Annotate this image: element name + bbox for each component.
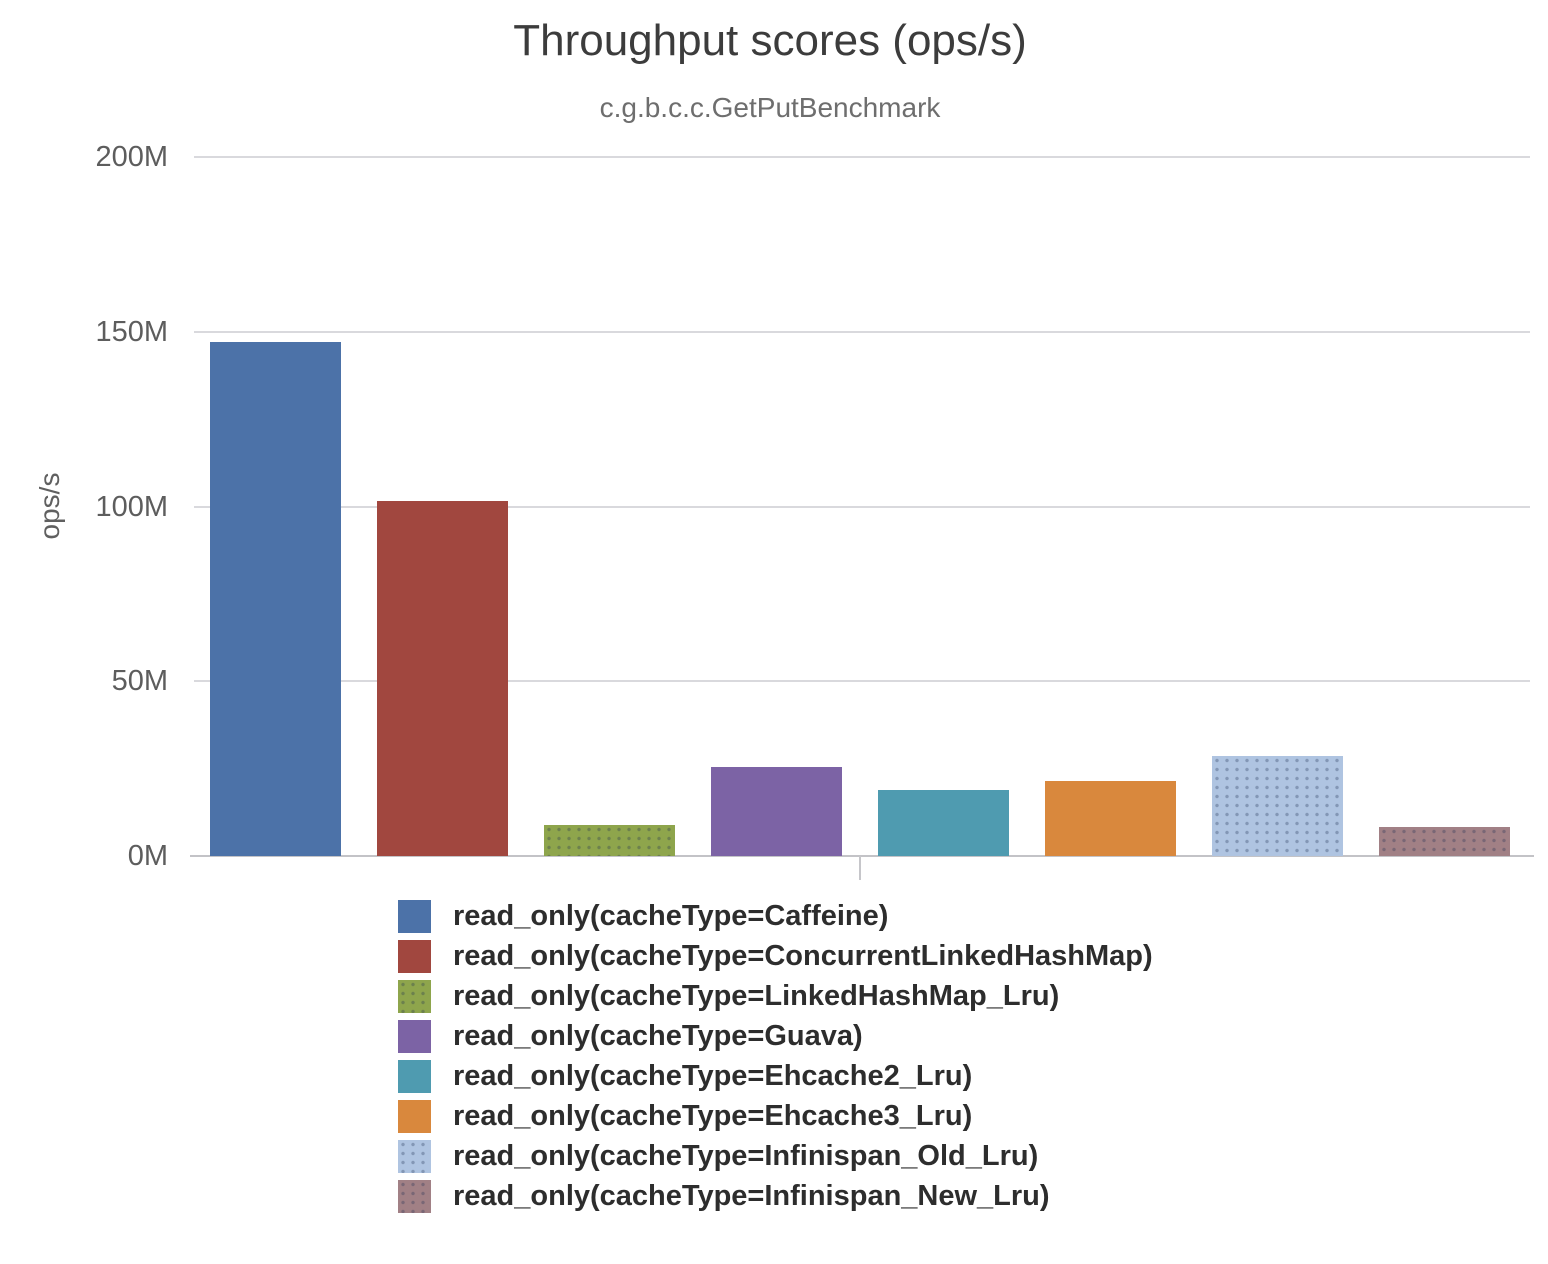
legend-swatch-infinispan-new-lru (398, 1179, 431, 1213)
gridline-150M (194, 330, 1530, 333)
plot-area (190, 156, 1534, 880)
legend-swatch-guava (398, 1019, 431, 1053)
legend-item-ehcache3-lru: read_only(cacheType=Ehcache3_Lru) (398, 1096, 1153, 1136)
bar-linked-hash-map-lru (543, 824, 675, 856)
y-tick-label-50M: 50M (111, 665, 168, 698)
legend-label-linked-hash-map-lru: read_only(cacheType=LinkedHashMap_Lru) (453, 979, 1060, 1012)
bar-guava (710, 766, 842, 856)
legend-item-guava: read_only(cacheType=Guava) (398, 1016, 1153, 1056)
x-axis-center-tick (859, 856, 861, 880)
y-tick-label-0M: 0M (127, 840, 168, 872)
legend-swatch-ehcache2-lru (398, 1059, 431, 1093)
legend: read_only(cacheType=Caffeine) read_only(c… (398, 896, 1153, 1216)
y-tick-label-200M: 200M (95, 141, 168, 173)
legend-swatch-infinispan-old-lru (398, 1139, 431, 1173)
legend-item-infinispan-new-lru: read_only(cacheType=Infinispan_New_Lru) (398, 1176, 1153, 1216)
legend-item-concurrent-linked-hash-map: read_only(cacheType=ConcurrentLinkedHash… (398, 936, 1153, 976)
legend-label-ehcache3-lru: read_only(cacheType=Ehcache3_Lru) (453, 1099, 973, 1132)
legend-label-guava: read_only(cacheType=Guava) (453, 1019, 863, 1052)
x-axis-line (190, 855, 1534, 857)
legend-swatch-caffeine (398, 899, 431, 933)
gridline-200M (194, 156, 1530, 158)
y-tick-label-150M: 150M (95, 315, 168, 348)
bar-infinispan-new-lru (1379, 827, 1511, 856)
legend-item-linked-hash-map-lru: read_only(cacheType=LinkedHashMap_Lru) (398, 976, 1153, 1016)
legend-label-caffeine: read_only(cacheType=Caffeine) (453, 899, 889, 932)
bar-caffeine (209, 341, 341, 856)
legend-item-infinispan-old-lru: read_only(cacheType=Infinispan_Old_Lru) (398, 1136, 1153, 1176)
gridline-50M (194, 680, 1530, 683)
bar-ehcache3-lru (1045, 780, 1177, 856)
chart-title: Throughput scores (ops/s) (513, 16, 1027, 65)
legend-label-infinispan-new-lru: read_only(cacheType=Infinispan_New_Lru) (453, 1179, 1050, 1212)
legend-swatch-concurrent-linked-hash-map (398, 939, 431, 973)
y-tick-label-100M: 100M (95, 490, 168, 523)
legend-item-ehcache2-lru: read_only(cacheType=Ehcache2_Lru) (398, 1056, 1153, 1096)
legend-swatch-ehcache3-lru (398, 1099, 431, 1133)
bar-ehcache2-lru (878, 789, 1010, 856)
legend-label-infinispan-old-lru: read_only(cacheType=Infinispan_Old_Lru) (453, 1139, 1039, 1172)
legend-swatch-linked-hash-map-lru (398, 979, 431, 1013)
chart-subtitle: c.g.b.c.c.GetPutBenchmark (599, 92, 941, 123)
legend-label-concurrent-linked-hash-map: read_only(cacheType=ConcurrentLinkedHash… (453, 939, 1153, 972)
bar-infinispan-old-lru (1212, 756, 1344, 856)
legend-label-ehcache2-lru: read_only(cacheType=Ehcache2_Lru) (453, 1059, 973, 1092)
legend-item-caffeine: read_only(cacheType=Caffeine) (398, 896, 1153, 936)
bar-concurrent-linked-hash-map (376, 500, 508, 856)
gridline-100M (194, 505, 1530, 508)
